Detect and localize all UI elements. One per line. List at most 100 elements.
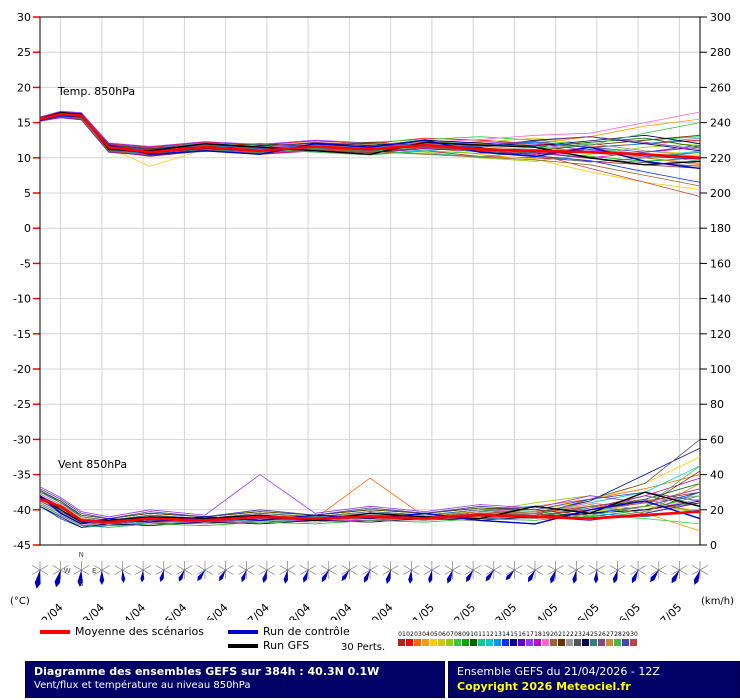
ensemble-chart-svg: 30 25 20 15 10 5 0 -5 -10 -15 -20 -25 -30 -35 -40 -45 30… (10, 11, 734, 620)
control-legend-swatch (228, 630, 258, 634)
footer-title-box: Diagramme des ensembles GEFS sur 384h : … (25, 661, 445, 698)
right-axis-tick-label: 120 (710, 328, 731, 341)
pert-number: 27 (606, 631, 614, 638)
wind-flag (593, 570, 599, 584)
wind-flag (528, 570, 535, 583)
right-axis-tick-label: 280 (710, 46, 731, 59)
pert-number: 07 (446, 631, 454, 638)
pert-color-square (454, 639, 461, 646)
barb-star-line (73, 565, 90, 575)
wind-flag (34, 570, 41, 589)
wind-flag (241, 570, 247, 583)
wind-flag (121, 570, 126, 583)
pert-number: 25 (590, 631, 598, 638)
barb-star-line (568, 565, 585, 575)
pert-number: 24 (582, 631, 590, 638)
wind-flag (572, 570, 577, 584)
pert-color-square (518, 639, 525, 646)
pert-number: 18 (534, 631, 542, 638)
pert-color-square (438, 639, 445, 646)
pert-color-square (590, 639, 597, 646)
gfs-legend-label: Run GFS (263, 639, 310, 652)
right-axis-tick-label: 40 (710, 469, 724, 482)
pert-color-square (526, 639, 533, 646)
pert-number: 15 (510, 631, 518, 638)
barb-star-line (465, 565, 482, 575)
date-label: 05/05 (570, 601, 602, 620)
legend: Moyenne des scénarios Run de contrôle Ru… (0, 620, 740, 660)
pert-color-square (422, 639, 429, 646)
pert-number: 30 (630, 631, 638, 638)
left-axis-tick-label: -20 (13, 363, 31, 376)
wind-chart: Vent 850hPa (39, 439, 701, 532)
left-axis-tick-label: 30 (17, 11, 31, 24)
barb-star-line (238, 565, 255, 575)
barb-star-line (403, 565, 420, 575)
date-label: 29/04 (323, 601, 355, 620)
pert-number: 16 (518, 631, 526, 638)
member-line (39, 110, 701, 159)
perts-count-label: 30 Perts. (341, 642, 386, 653)
date-label: 22/04 (34, 601, 66, 620)
left-axis-tick-label: 5 (24, 187, 31, 200)
date-label: 30/04 (364, 601, 396, 620)
right-axis-tick-label: 20 (710, 504, 724, 517)
date-label: 01/05 (405, 601, 437, 620)
date-label: 04/05 (529, 601, 561, 620)
right-axis-unit: (km/h) (701, 596, 734, 607)
wind-flag (612, 570, 618, 584)
wind-flag (159, 570, 164, 583)
member-line (39, 113, 701, 164)
pert-number: 19 (542, 631, 550, 638)
pert-number: 28 (614, 631, 622, 638)
wind-flag (262, 570, 267, 583)
compass-label: N (79, 551, 84, 559)
plot-frame (39, 16, 701, 546)
right-axis-tick-label: 140 (710, 293, 731, 306)
pert-number: 13 (494, 631, 502, 638)
left-axis-tick-label: 0 (24, 222, 31, 235)
wind-flag (385, 570, 391, 584)
pert-color-square (406, 639, 413, 646)
wind-flag (485, 570, 494, 582)
pert-color-square (486, 639, 493, 646)
wind-flag (178, 570, 185, 582)
right-axis-tick-label: 60 (710, 433, 724, 446)
barb-star-line (650, 565, 667, 575)
wind-flag (505, 570, 515, 581)
compass-label: S (79, 580, 84, 588)
left-axis-tick-label: 15 (17, 117, 31, 130)
left-axis-tick-label: -25 (13, 398, 31, 411)
grid (40, 16, 700, 546)
pert-number: 02 (406, 631, 414, 638)
wind-flag (650, 570, 659, 583)
wind-flag (140, 570, 145, 583)
right-axis-tick-label: 200 (710, 187, 731, 200)
wind-flag (363, 570, 370, 583)
pert-number: 14 (502, 631, 510, 638)
pert-color-square (622, 639, 629, 646)
pert-number: 09 (462, 631, 470, 638)
right-axis-tick-label: 220 (710, 152, 731, 165)
pert-number: 20 (550, 631, 558, 638)
member-line (39, 116, 701, 197)
compass-label: E (92, 567, 96, 575)
wind-flag (631, 570, 639, 584)
mean-line (39, 497, 701, 524)
wind-flag (550, 570, 556, 584)
date-label: 26/04 (199, 601, 231, 620)
barb-star-line (300, 565, 317, 575)
barb-star-line (93, 565, 110, 575)
pert-color-square (478, 639, 485, 646)
wind-flag (466, 570, 474, 583)
pert-number: 08 (454, 631, 462, 638)
axes: 30 25 20 15 10 5 0 -5 -10 -15 -20 -25 -30 -35 -40 -45 30… (10, 11, 734, 620)
copyright: Copyright 2026 Meteociel.fr (457, 680, 631, 693)
wind-flag (341, 570, 350, 582)
pert-color-square (398, 639, 405, 646)
left-axis-tick-label: -10 (13, 293, 31, 306)
barb-star-line (382, 565, 399, 575)
wind-flag (321, 570, 329, 583)
wind-flag (283, 570, 288, 584)
